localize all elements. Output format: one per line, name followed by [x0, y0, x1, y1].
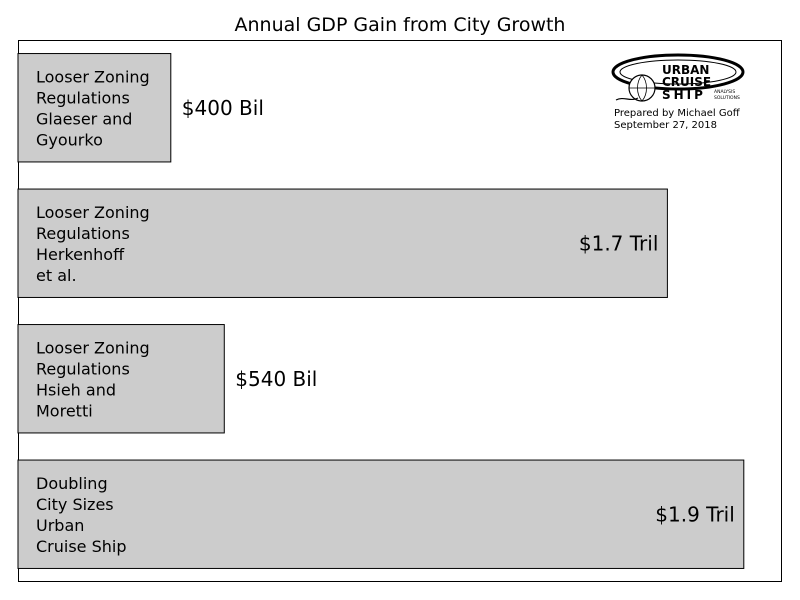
logo-word-ship: SHIP [662, 88, 706, 102]
value-label-4: $1.9 Tril [655, 502, 735, 526]
bar-1 [17, 53, 172, 163]
value-label-3: $540 Bil [235, 367, 317, 391]
logo-ring-outer [611, 53, 745, 91]
value-label-1: $400 Bil [182, 96, 264, 120]
value-label-2: $1.7 Tril [579, 231, 659, 255]
prepared-by: Prepared by Michael Goff [614, 108, 740, 119]
bar-label-4: Doubling City Sizes Urban Cruise Ship [36, 474, 127, 556]
ship-wave-icon [615, 97, 639, 101]
bar-label-2: Looser Zoning Regulations Herkenhoff et al. [36, 203, 150, 285]
urban-cruise-ship-logo: URBAN CRUISE SHIP ANALYSIS SOLUTIONS [611, 53, 745, 102]
bar-label-3: Looser Zoning Regulations Hsieh and Moretti [36, 338, 150, 420]
bar-4 [17, 459, 745, 569]
plot-frame [18, 40, 782, 582]
prepared-date: September 27, 2018 [614, 120, 717, 131]
bar-3 [17, 324, 225, 434]
bar-2 [17, 188, 668, 298]
logo-tag-solutions: SOLUTIONS [714, 95, 740, 101]
logo-word-cruise: CRUISE [662, 75, 711, 89]
credit-block: Prepared by Michael Goff September 27, 2… [614, 108, 740, 132]
bar-label-1: Looser Zoning Regulations Glaeser and Gyour… [36, 67, 150, 149]
chart-title: Annual GDP Gain from City Growth [234, 14, 566, 36]
globe-meridian-icon [629, 74, 655, 102]
logo-tag-analysis: ANALYSIS [714, 89, 735, 95]
logo-ring-inner [619, 59, 737, 85]
logo-word-urban: URBAN [662, 63, 709, 77]
